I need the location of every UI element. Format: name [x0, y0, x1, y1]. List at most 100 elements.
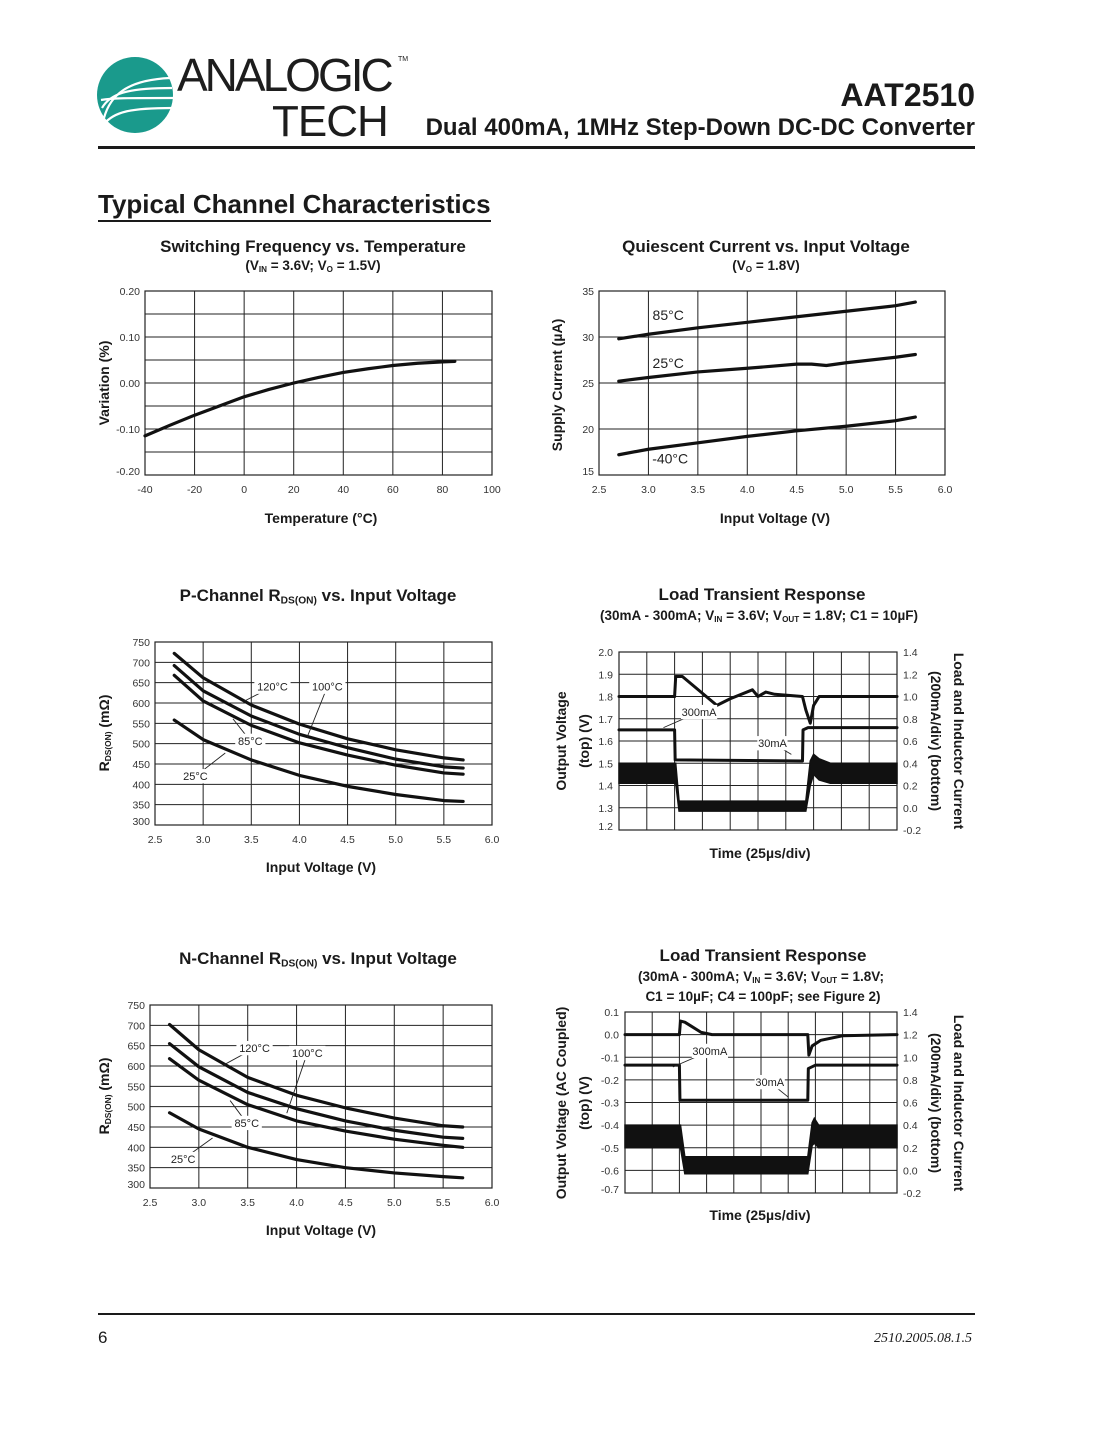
chart3-x-tick-label: 6.0 [485, 834, 500, 846]
chart3-annotation-leader [306, 686, 328, 738]
chart2-y-tick-label: 25 [582, 378, 594, 390]
chart6-subtitle: (30mA - 300mA; VIN = 3.6V; VOUT = 1.8V; [637, 969, 885, 986]
chart5-y2-tick-label: 0.0 [903, 803, 918, 815]
chart5-y2-tick-label: 1.4 [903, 647, 918, 659]
chart2-annotation-label: 85°C [653, 307, 684, 323]
chart6-y2-tick-label: 1.0 [903, 1052, 918, 1064]
chart2-y-tick-label: 15 [582, 466, 594, 478]
chart4-y-tick-label: 350 [127, 1163, 145, 1175]
chart5-y2-tick-label: 1.2 [903, 669, 918, 681]
chart5-title: Load Transient Response [658, 585, 866, 604]
chart1-y-tick-label: 0.00 [120, 378, 141, 390]
document-number: 2510.2005.08.1.5 [874, 1331, 972, 1346]
chart5-y-tick-label: 1.3 [598, 803, 613, 815]
chart4-annotation-bg [289, 1045, 326, 1061]
chart4-x-tick-label: 5.5 [436, 1197, 451, 1209]
chart1-x-tick-label: -20 [187, 484, 202, 496]
chart4-y-tick-label: 400 [127, 1142, 145, 1154]
chart4-x-tick-label: 5.0 [387, 1197, 402, 1209]
chart4-series-line-25C [167, 1111, 465, 1180]
chart1-x-tick-label: 0 [241, 484, 247, 496]
chart4-y-tick-label: 700 [127, 1020, 145, 1032]
chart4-series-line-85C [167, 1057, 465, 1149]
chart5-annotation-label: 300mA [682, 707, 718, 719]
chart4-y-tick-label: 550 [127, 1081, 145, 1093]
chart4-plot: 2.5 3.0 3.5 4.0 4.5 5.0 5.5 6.0 750 700 650 600 550 5… [127, 1000, 499, 1209]
chart3-annotation-label: 120°C [257, 682, 288, 694]
chart5-plot-frame [618, 651, 898, 831]
chart6-annotation-bg [691, 1043, 728, 1059]
chart2-series-line--40C [617, 415, 917, 457]
chart3-annotation-bg [254, 679, 291, 694]
page-number: 6 [98, 1328, 108, 1347]
chart2-x-tick-label: 5.0 [839, 484, 854, 496]
chart3-y-tick-label: 700 [132, 657, 150, 669]
chart4-annotation-bg [231, 1115, 262, 1131]
chart6-plot-frame [624, 1011, 898, 1194]
chart4-series-line-120C [167, 1022, 465, 1129]
chart4-series-line-100C [167, 1042, 465, 1140]
chart6-y-tick-label: -0.3 [601, 1098, 619, 1110]
chart3-x-axis-label: Input Voltage (V) [265, 859, 377, 875]
chart5-inductor-current-trace [618, 753, 898, 812]
chart3-y-tick-label: 400 [132, 779, 150, 791]
chart3-x-tick-label: 4.0 [292, 834, 307, 846]
chart3-series-line-25C [172, 718, 465, 804]
chart1-y-tick-label: 0.20 [120, 286, 141, 298]
chart6-output-voltage-trace [623, 1019, 899, 1057]
chart2-y-tick-label: 30 [582, 332, 594, 344]
chart3-annotation-bg [309, 679, 346, 694]
chart2-title: Quiescent Current vs. Input Voltage [622, 237, 910, 256]
chart4-y-tick-label: 500 [127, 1102, 145, 1114]
chart5-y2-tick-label: 0.4 [903, 758, 918, 770]
chart1-y-tick-label: -0.10 [116, 424, 140, 436]
chart2-x-tick-label: 4.5 [789, 484, 804, 496]
chart2-subtitle: (VO = 1.8V) [732, 258, 800, 275]
chart6-plot: 0.1 0.0 -0.1 -0.2 -0.3 -0.4 -0.5 -0.6 -0.7 1.4 1.2… [601, 1007, 921, 1200]
chart3-y-tick-label: 650 [132, 678, 150, 690]
chart1-plot: -40 -20 0 20 40 60 80 100 0.20 0.10 0.00 -0.10 -0.20 [116, 286, 501, 496]
chart1-x-tick-label: 60 [387, 484, 399, 496]
chart3-x-tick-label: 5.5 [437, 834, 452, 846]
chart3-series-line-100C [172, 663, 465, 770]
chart6-y2-tick-label: -0.2 [903, 1188, 921, 1200]
chart2-x-tick-label: 4.0 [740, 484, 755, 496]
chart6-y-tick-label: -0.1 [601, 1052, 619, 1064]
chart4-x-tick-label: 2.5 [143, 1197, 158, 1209]
chart4-x-tick-label: 3.5 [240, 1197, 255, 1209]
chart5-annotation-bg [757, 736, 788, 751]
chart5-subtitle: (30mA - 300mA; VIN = 3.6V; VOUT = 1.8V; … [600, 608, 918, 625]
chart2-plot: 2.5 3.0 3.5 4.0 4.5 5.0 5.5 6.0 35 30 25 20 15 85°C 25… [582, 286, 952, 496]
analogictech-logo-icon [97, 57, 174, 133]
chart5-annotation-label: 30mA [758, 738, 787, 750]
chart4-annotation-leader [286, 1052, 308, 1114]
chart3-x-tick-label: 2.5 [148, 834, 163, 846]
chart2-x-axis-label: Input Voltage (V) [719, 510, 831, 526]
chart1-series-line [143, 359, 457, 438]
chart4-plot-frame [149, 1004, 493, 1189]
chart4-annotation-label: 85°C [234, 1118, 259, 1130]
chart4-y-tick-label: 650 [127, 1041, 145, 1053]
logo-wordmark-tech: TECH [272, 97, 389, 146]
chart2-y-tick-label: 35 [582, 286, 594, 298]
chart5-y-tick-label: 1.9 [598, 669, 613, 681]
chart6-y2-tick-label: 0.6 [903, 1098, 918, 1110]
chart3-x-tick-label: 3.0 [196, 834, 211, 846]
chart3-annotation-label: 100°C [312, 682, 343, 694]
chart5-output-voltage-trace [617, 674, 899, 725]
chart6-y2-tick-label: 0.2 [903, 1143, 918, 1155]
chart6-title: Load Transient Response [659, 946, 867, 965]
chart5-y-tick-label: 1.6 [598, 736, 613, 748]
chart4-annotation-label: 25°C [171, 1154, 196, 1166]
chart1-x-tick-label: -40 [137, 484, 152, 496]
chart3-x-tick-label: 5.0 [388, 834, 403, 846]
footer-rule [98, 1313, 975, 1315]
chart6-y-tick-label: -0.2 [601, 1075, 619, 1087]
chart3-x-tick-label: 3.5 [244, 834, 259, 846]
chart4-annotation-bg [168, 1151, 199, 1167]
chart6-y2-tick-label: 1.2 [903, 1030, 918, 1042]
section-title: Typical Channel Characteristics [98, 191, 491, 222]
chart2-x-tick-label: 3.0 [641, 484, 656, 496]
chart5-y-tick-label: 2.0 [598, 647, 613, 659]
